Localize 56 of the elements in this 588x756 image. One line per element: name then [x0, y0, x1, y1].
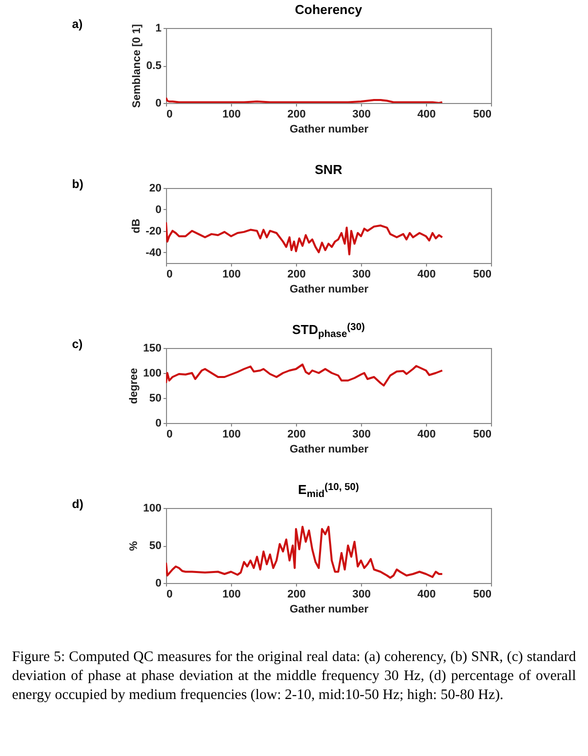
y-tick-label: 0	[155, 204, 162, 216]
x-axis-title: Gather number	[290, 284, 370, 296]
x-tick-label: 0	[166, 268, 173, 280]
x-tick-label: 0	[166, 588, 173, 600]
x-tick-label: 300	[352, 588, 371, 600]
x-tick-label: 400	[417, 108, 436, 120]
line-series	[166, 364, 444, 386]
y-axis-title: degree	[128, 368, 140, 404]
y-tick-label: 50	[149, 540, 162, 552]
x-axis-title: Gather number	[290, 444, 370, 456]
y-tick-label: 1	[155, 22, 162, 34]
chart-title: Coherency	[294, 2, 364, 18]
x-tick-label: 400	[417, 588, 436, 600]
text: c)	[72, 337, 83, 351]
x-tick-label: 200	[287, 428, 306, 440]
x-tick-label: 200	[287, 108, 306, 120]
x-tick-label: 300	[352, 428, 371, 440]
caption: Figure 5: Computed QC measures for the original real data: (a) coherency, (b) SNR, (c) standard deviation of phase at phase deviation at the middle frequency 30 Hz, (d) percentage of overall energy occupied by medium frequencies (low: 2-10, mid:10-50 Hz; high: 50-80 Hz).	[12, 648, 576, 705]
y-tick-label: -20	[146, 225, 162, 238]
x-tick-label: 0	[166, 428, 173, 440]
x-tick-label: 100	[222, 108, 241, 120]
text: a)	[72, 17, 83, 31]
x-tick-label: 200	[287, 588, 306, 600]
x-tick-label: 500	[473, 428, 492, 440]
y-tick-label: 150	[143, 342, 162, 354]
chart-title: SNR	[314, 162, 344, 178]
x-tick-label: 400	[417, 268, 436, 280]
y-axis-title: Semblance [0 1]	[131, 24, 144, 108]
y-tick-label: 0	[155, 98, 162, 110]
y-axis-title: dB	[130, 218, 143, 234]
x-axis-title: Gather number	[290, 124, 370, 136]
line-series	[166, 526, 444, 579]
y-tick-label: 50	[149, 392, 162, 404]
y-tick-label: 0	[155, 418, 162, 430]
x-tick-label: 300	[352, 268, 371, 280]
text: d)	[72, 497, 84, 511]
line-series	[166, 221, 444, 256]
x-tick-label: 200	[287, 268, 306, 280]
text: b)	[72, 177, 84, 191]
x-tick-label: 100	[222, 428, 241, 440]
x-tick-label: 500	[473, 108, 492, 120]
x-tick-label: 0	[166, 108, 173, 120]
x-tick-label: 400	[417, 428, 436, 440]
x-tick-label: 100	[222, 588, 241, 600]
y-tick-label: -40	[146, 246, 162, 259]
x-tick-label: 500	[473, 588, 492, 600]
x-tick-label: 300	[352, 108, 371, 120]
y-tick-label: 0.5	[146, 60, 162, 72]
x-tick-label: 500	[473, 268, 492, 280]
y-tick-label: 20	[149, 182, 162, 194]
x-axis-title: Gather number	[290, 604, 370, 616]
y-tick-label: 100	[143, 368, 162, 380]
y-tick-label: 100	[143, 502, 162, 514]
y-tick-label: 0	[155, 578, 162, 590]
x-tick-label: 100	[222, 268, 241, 280]
y-axis-title: %	[128, 540, 140, 551]
